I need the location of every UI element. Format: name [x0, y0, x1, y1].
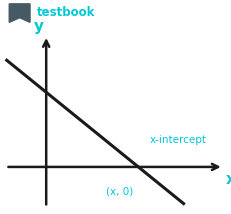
Text: x: x: [225, 172, 231, 187]
Text: x-intercept: x-intercept: [150, 135, 207, 145]
Text: (x, 0): (x, 0): [106, 186, 134, 196]
Text: testbook: testbook: [37, 6, 95, 19]
Polygon shape: [9, 4, 30, 22]
Text: y: y: [34, 19, 44, 34]
